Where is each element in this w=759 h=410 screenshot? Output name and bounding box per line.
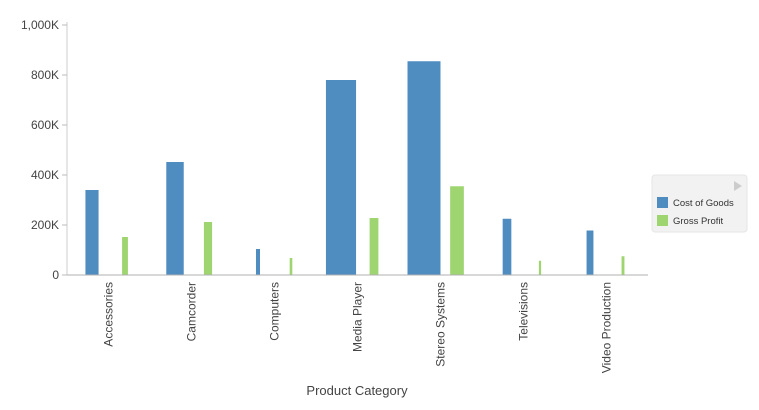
x-axis-title: Product Category: [306, 383, 408, 398]
legend-label: Gross Profit: [673, 216, 724, 227]
bar-gross-profit-4[interactable]: [450, 186, 464, 275]
legend-swatch: [657, 197, 668, 208]
x-tick-label: Computers: [268, 282, 282, 341]
bar-gross-profit-0[interactable]: [122, 237, 128, 275]
x-tick-labels: Accessories Camcorder Computers Media Playe…: [102, 282, 614, 373]
y-tick-label: 0: [52, 268, 59, 282]
bar-cost-of-goods-2[interactable]: [255, 249, 260, 275]
y-ticks: 0 200K 400K 600K 800K 1,000K: [21, 18, 67, 282]
legend-items: Cost of Goods Gross Profit: [657, 197, 734, 227]
bar-gross-profit-5[interactable]: [538, 260, 542, 275]
bar-cost-of-goods-6[interactable]: [586, 230, 594, 276]
bar-cost-of-goods-0[interactable]: [85, 190, 99, 275]
y-tick-label: 400K: [31, 168, 59, 182]
x-tick-label: Media Player: [351, 282, 365, 352]
bar-gross-profit-2[interactable]: [289, 258, 293, 275]
x-tick-label: Camcorder: [185, 282, 199, 341]
bar-cost-of-goods-3[interactable]: [325, 80, 357, 275]
legend-scroll-arrow-icon[interactable]: [734, 181, 742, 191]
x-tick-label: Televisions: [517, 282, 531, 341]
legend-box: [651, 174, 748, 233]
x-tick-label: Accessories: [102, 282, 116, 347]
y-tick-label: 1,000K: [21, 18, 59, 32]
x-tick-label: Video Production: [600, 282, 614, 373]
bar-cost-of-goods-1[interactable]: [166, 162, 184, 275]
legend-label: Cost of Goods: [673, 198, 734, 209]
bar-gross-profit-6[interactable]: [621, 256, 625, 275]
y-axis: 0 200K 400K 600K 800K 1,000K: [21, 18, 68, 282]
x-tick-label: Stereo Systems: [434, 282, 448, 367]
legend-swatch: [657, 215, 668, 226]
bar-cost-of-goods-4[interactable]: [407, 61, 441, 275]
y-tick-label: 800K: [31, 68, 59, 82]
bar-gross-profit-1[interactable]: [203, 222, 213, 275]
y-tick-label: 600K: [31, 118, 59, 132]
bar-cost-of-goods-5[interactable]: [502, 218, 512, 275]
legend: Cost of Goods Gross Profit: [651, 174, 748, 233]
bar-gross-profit-3[interactable]: [369, 218, 379, 275]
bars: [85, 61, 625, 276]
y-tick-label: 200K: [31, 218, 59, 232]
